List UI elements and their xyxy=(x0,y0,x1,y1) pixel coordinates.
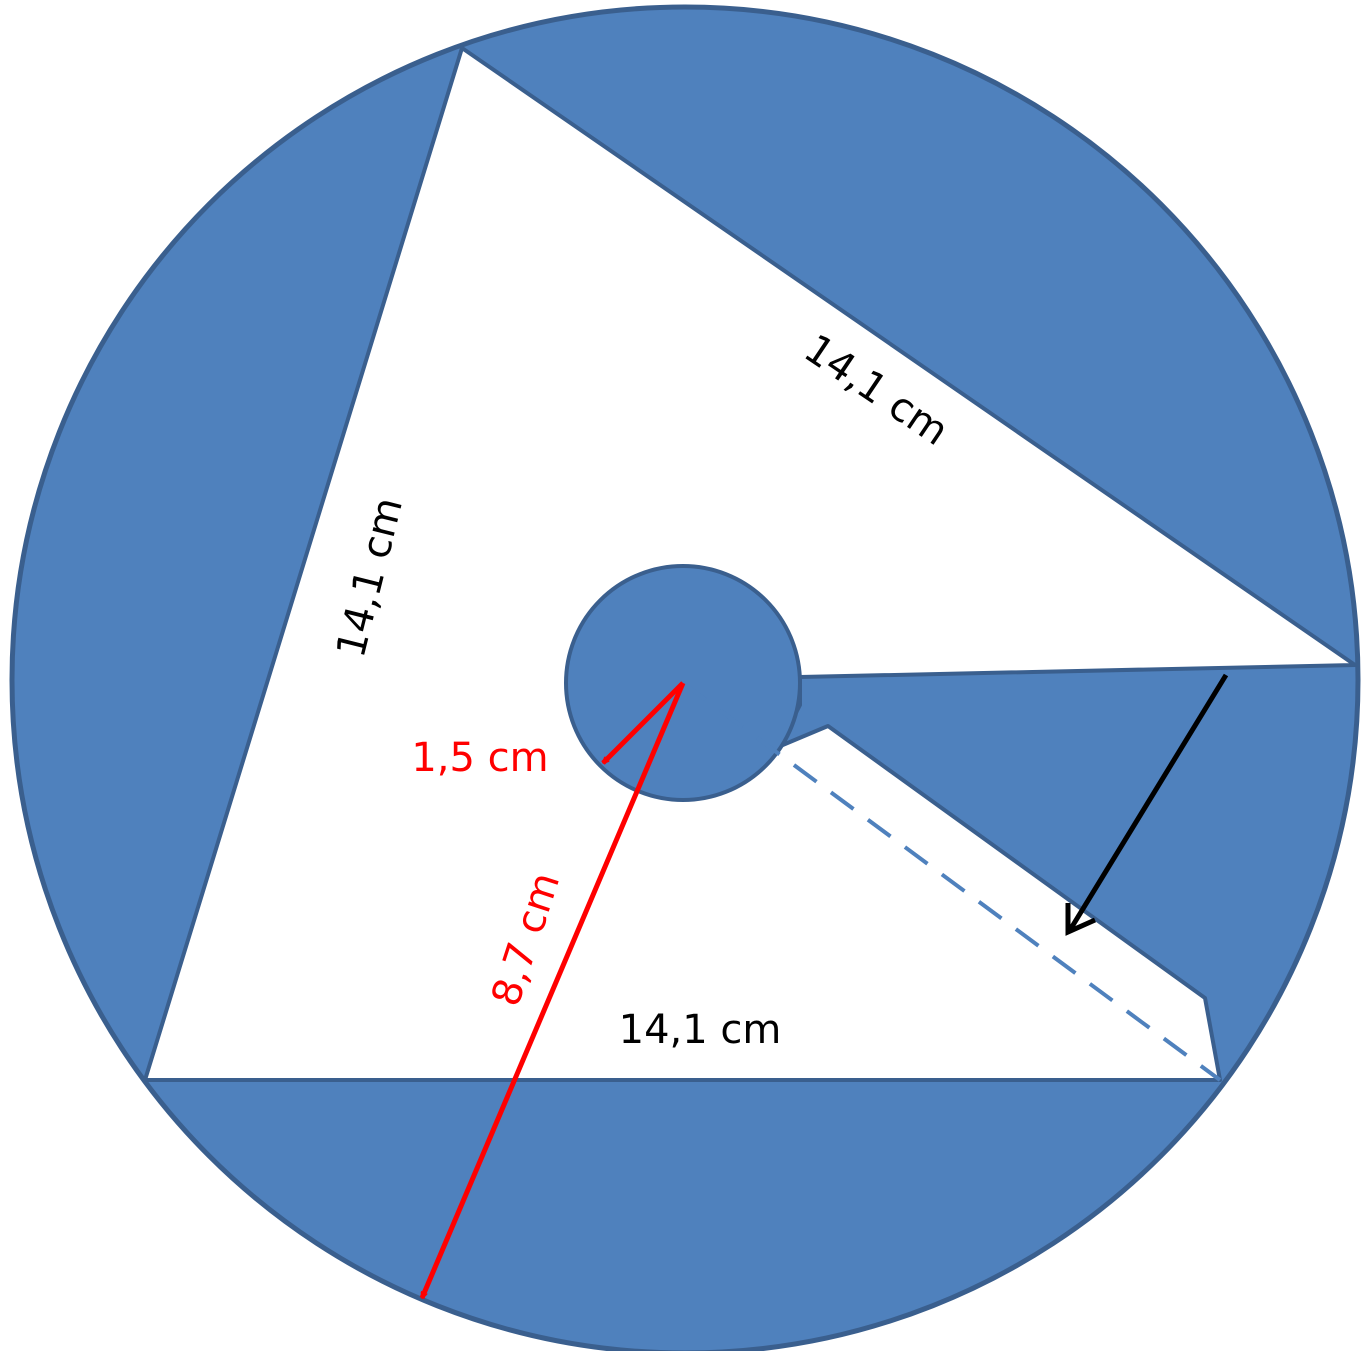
large-radius-arrow xyxy=(419,682,686,1298)
small-radius-label: 1,5 cm xyxy=(411,735,548,781)
small-radius-arrow xyxy=(601,681,685,765)
inscribed-triangle xyxy=(143,46,1357,1082)
side-bottom-label: 14,1 cm xyxy=(619,1007,782,1053)
fold-dashed-line xyxy=(681,681,1222,1082)
fold-arrow xyxy=(1065,673,1229,936)
